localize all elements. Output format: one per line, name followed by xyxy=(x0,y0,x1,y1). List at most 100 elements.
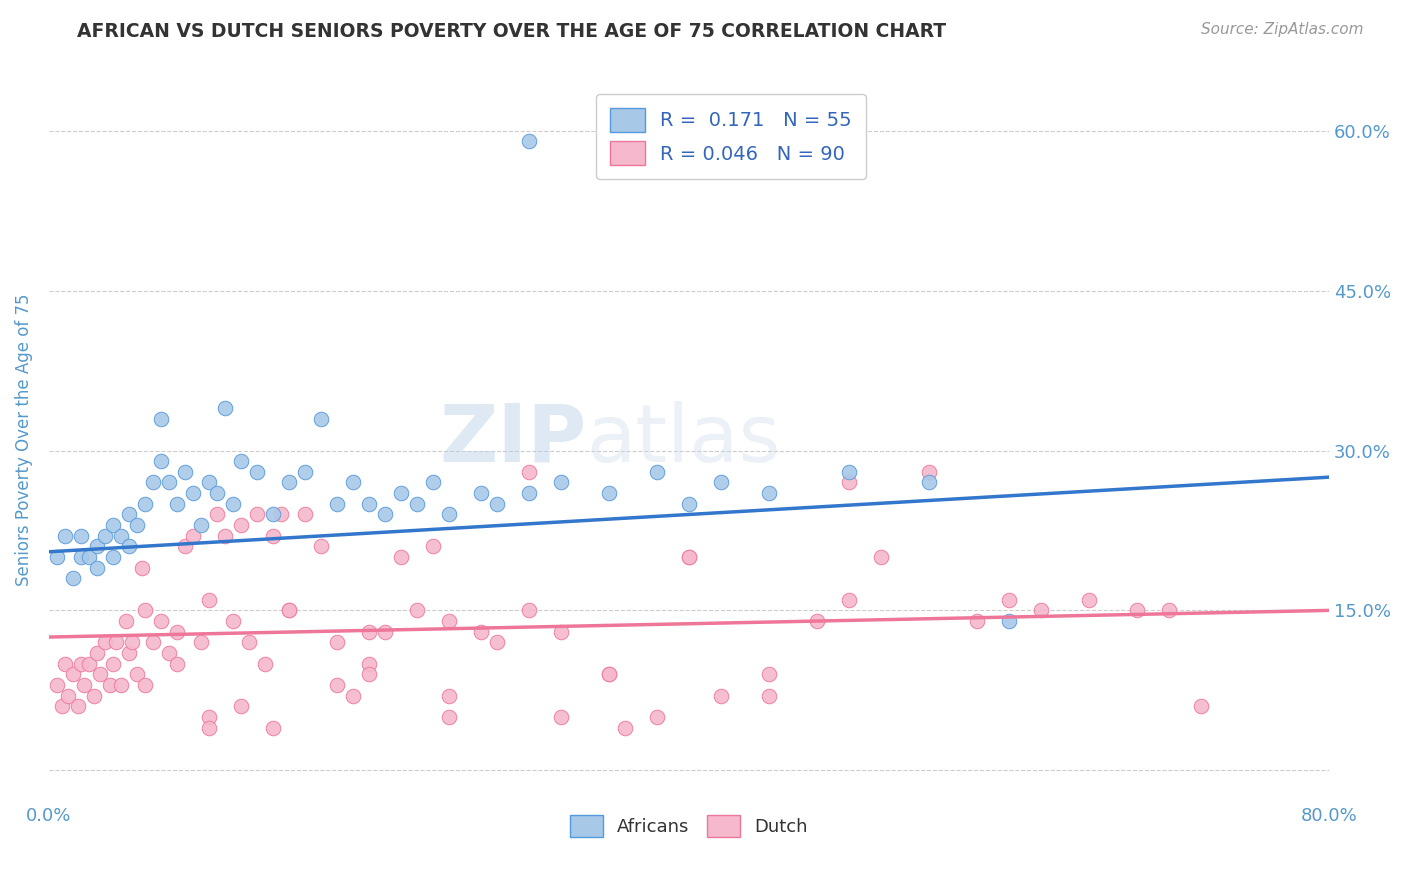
Point xyxy=(134,678,156,692)
Text: AFRICAN VS DUTCH SENIORS POVERTY OVER THE AGE OF 75 CORRELATION CHART: AFRICAN VS DUTCH SENIORS POVERTY OVER TH… xyxy=(77,22,946,41)
Point xyxy=(86,540,108,554)
Point xyxy=(517,465,540,479)
Point xyxy=(614,721,637,735)
Point xyxy=(357,667,380,681)
Point xyxy=(101,657,124,671)
Point xyxy=(70,550,93,565)
Point xyxy=(149,614,172,628)
Point xyxy=(374,508,396,522)
Point xyxy=(838,475,860,490)
Point xyxy=(309,540,332,554)
Point xyxy=(238,635,260,649)
Point xyxy=(598,667,620,681)
Point xyxy=(246,465,269,479)
Point xyxy=(270,508,292,522)
Point xyxy=(198,721,221,735)
Point xyxy=(246,508,269,522)
Point xyxy=(998,614,1021,628)
Point xyxy=(70,657,93,671)
Point xyxy=(56,689,79,703)
Point xyxy=(966,614,988,628)
Point xyxy=(53,657,76,671)
Point xyxy=(229,518,252,533)
Point xyxy=(678,550,700,565)
Point xyxy=(309,411,332,425)
Point xyxy=(62,667,84,681)
Point xyxy=(1157,603,1180,617)
Point xyxy=(118,540,141,554)
Point xyxy=(342,689,364,703)
Point xyxy=(598,486,620,500)
Point xyxy=(406,497,429,511)
Point xyxy=(46,550,69,565)
Point xyxy=(118,646,141,660)
Text: ZIP: ZIP xyxy=(439,401,586,479)
Point xyxy=(222,614,245,628)
Point xyxy=(870,550,893,565)
Point xyxy=(110,529,132,543)
Point xyxy=(262,721,284,735)
Point xyxy=(326,635,349,649)
Point xyxy=(86,646,108,660)
Point xyxy=(94,529,117,543)
Point xyxy=(70,529,93,543)
Point xyxy=(806,614,828,628)
Point xyxy=(645,465,668,479)
Point xyxy=(437,689,460,703)
Point xyxy=(166,657,188,671)
Point xyxy=(422,540,444,554)
Point xyxy=(142,475,165,490)
Point xyxy=(98,678,121,692)
Point xyxy=(89,667,111,681)
Legend: Africans, Dutch: Africans, Dutch xyxy=(562,807,815,844)
Point xyxy=(190,635,212,649)
Point xyxy=(114,614,136,628)
Point xyxy=(678,497,700,511)
Point xyxy=(121,635,143,649)
Point xyxy=(998,592,1021,607)
Point xyxy=(51,699,73,714)
Point xyxy=(125,667,148,681)
Point xyxy=(485,635,508,649)
Point xyxy=(134,497,156,511)
Point xyxy=(118,508,141,522)
Point xyxy=(918,475,941,490)
Point xyxy=(262,508,284,522)
Point xyxy=(94,635,117,649)
Point xyxy=(214,401,236,415)
Point xyxy=(758,486,780,500)
Point xyxy=(389,486,412,500)
Point xyxy=(77,550,100,565)
Point xyxy=(389,550,412,565)
Text: Source: ZipAtlas.com: Source: ZipAtlas.com xyxy=(1201,22,1364,37)
Point xyxy=(205,486,228,500)
Y-axis label: Seniors Poverty Over the Age of 75: Seniors Poverty Over the Age of 75 xyxy=(15,293,32,586)
Point xyxy=(517,486,540,500)
Point xyxy=(470,486,492,500)
Point xyxy=(342,475,364,490)
Point xyxy=(166,624,188,639)
Point xyxy=(149,411,172,425)
Point xyxy=(253,657,276,671)
Point xyxy=(101,518,124,533)
Point xyxy=(181,529,204,543)
Point xyxy=(437,508,460,522)
Point xyxy=(517,135,540,149)
Point xyxy=(517,603,540,617)
Point xyxy=(294,465,316,479)
Point xyxy=(678,550,700,565)
Point xyxy=(838,465,860,479)
Point xyxy=(294,508,316,522)
Point xyxy=(125,518,148,533)
Point xyxy=(62,571,84,585)
Point xyxy=(101,550,124,565)
Point xyxy=(1029,603,1052,617)
Point xyxy=(166,497,188,511)
Point xyxy=(278,475,301,490)
Point xyxy=(262,529,284,543)
Point xyxy=(73,678,96,692)
Point xyxy=(46,678,69,692)
Point xyxy=(710,689,733,703)
Point xyxy=(105,635,128,649)
Point xyxy=(198,592,221,607)
